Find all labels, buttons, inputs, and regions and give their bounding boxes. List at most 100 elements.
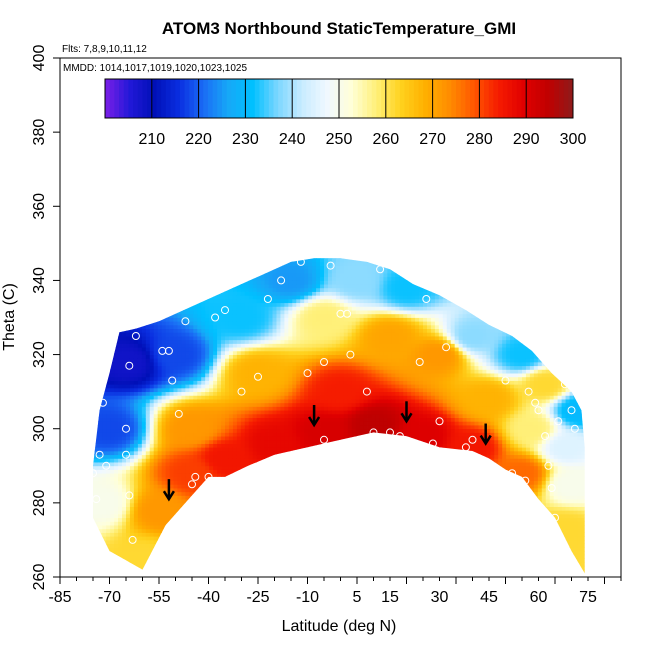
heat-cell bbox=[129, 565, 135, 570]
heat-cell bbox=[93, 558, 95, 563]
heat-cell bbox=[240, 321, 246, 326]
heat-cell bbox=[177, 261, 182, 266]
heat-cell bbox=[98, 284, 103, 289]
heat-cell bbox=[244, 513, 250, 519]
heat-cell bbox=[189, 488, 194, 493]
heat-cell bbox=[284, 406, 289, 411]
heat-cell bbox=[280, 417, 285, 422]
heat-cell bbox=[284, 495, 289, 500]
heat-cell bbox=[221, 328, 226, 333]
heat-cell bbox=[153, 295, 159, 300]
heat-cell bbox=[292, 291, 297, 296]
heat-cell bbox=[304, 543, 309, 548]
heat-cell bbox=[248, 310, 254, 315]
heat-cell bbox=[86, 384, 90, 388]
heat-cell bbox=[169, 406, 174, 411]
heat-cell bbox=[106, 391, 111, 396]
heat-cell bbox=[213, 554, 218, 559]
heat-cell bbox=[141, 324, 147, 330]
heat-cell bbox=[209, 380, 214, 385]
heat-cell bbox=[153, 402, 159, 407]
heat-cell bbox=[98, 484, 103, 489]
heat-cell bbox=[264, 391, 269, 396]
heat-cell bbox=[284, 565, 289, 570]
heat-cell bbox=[94, 554, 99, 559]
heat-cell bbox=[106, 317, 111, 322]
heat-cell bbox=[161, 410, 166, 415]
heat-cell bbox=[209, 536, 214, 541]
heat-cell bbox=[256, 328, 262, 333]
heat-cell bbox=[102, 258, 107, 263]
heat-cell bbox=[173, 554, 178, 559]
heat-cell bbox=[232, 387, 238, 393]
heat-cell bbox=[126, 488, 131, 493]
heat-cell bbox=[154, 577, 158, 581]
heat-cell bbox=[296, 269, 301, 274]
heat-cell bbox=[133, 554, 139, 559]
heat-cell bbox=[129, 261, 135, 266]
heat-cell bbox=[288, 513, 293, 519]
heat-cell bbox=[181, 298, 186, 304]
heat-cell bbox=[166, 577, 170, 581]
heat-cell bbox=[272, 313, 277, 318]
heat-cell bbox=[141, 354, 147, 359]
heat-cell bbox=[268, 447, 273, 452]
heat-cell bbox=[209, 547, 214, 552]
heat-cell bbox=[118, 321, 123, 326]
heat-cell bbox=[284, 499, 289, 504]
heat-cell bbox=[276, 402, 281, 407]
heat-cell bbox=[141, 321, 147, 326]
heat-cell bbox=[114, 558, 119, 563]
heat-cell bbox=[122, 510, 127, 515]
heat-cell bbox=[133, 354, 139, 359]
heat-cell bbox=[201, 565, 206, 570]
heat-cell bbox=[225, 499, 230, 504]
heat-cell bbox=[133, 428, 139, 433]
heat-cell bbox=[106, 276, 111, 281]
heat-cell bbox=[221, 247, 225, 251]
heat-cell bbox=[193, 562, 198, 567]
heat-cell bbox=[232, 399, 238, 404]
heat-cell bbox=[93, 280, 95, 285]
heat-cell bbox=[284, 402, 289, 407]
heat-cell bbox=[149, 395, 155, 400]
heat-cell bbox=[296, 324, 301, 330]
heat-cell bbox=[153, 558, 159, 563]
heat-cell bbox=[236, 380, 242, 385]
heat-cell bbox=[296, 484, 301, 489]
heat-cell bbox=[236, 439, 242, 444]
heat-cell bbox=[296, 469, 301, 474]
heat-cell bbox=[149, 276, 155, 281]
heat-cell bbox=[296, 543, 301, 548]
heat-cell bbox=[193, 413, 198, 418]
heat-cell bbox=[102, 291, 107, 296]
heat-cell bbox=[213, 565, 218, 570]
heat-cell bbox=[264, 447, 269, 452]
heat-cell bbox=[244, 554, 250, 559]
heat-cell bbox=[129, 369, 135, 374]
heat-cell bbox=[260, 373, 265, 378]
heat-cell bbox=[264, 554, 269, 559]
heat-cell bbox=[248, 443, 254, 448]
heat-cell bbox=[240, 547, 246, 552]
heat-cell bbox=[209, 258, 214, 259]
heat-cell bbox=[137, 495, 143, 500]
heat-cell bbox=[122, 251, 126, 255]
heat-cell bbox=[169, 532, 174, 537]
heat-cell bbox=[304, 558, 309, 563]
heat-cell bbox=[284, 536, 289, 541]
heat-cell bbox=[228, 502, 234, 507]
heat-cell bbox=[177, 295, 182, 300]
heat-cell bbox=[93, 421, 95, 426]
heat-cell bbox=[232, 565, 238, 570]
heat-cell bbox=[201, 417, 206, 422]
heat-cell bbox=[240, 280, 246, 285]
heat-cell bbox=[221, 410, 226, 415]
heat-cell bbox=[118, 339, 123, 344]
heat-cell bbox=[185, 406, 190, 411]
heat-cell bbox=[228, 402, 234, 407]
heat-cell bbox=[137, 276, 143, 281]
heat-cell bbox=[292, 354, 297, 359]
heat-cell bbox=[118, 425, 123, 430]
heat-cell bbox=[260, 506, 265, 511]
